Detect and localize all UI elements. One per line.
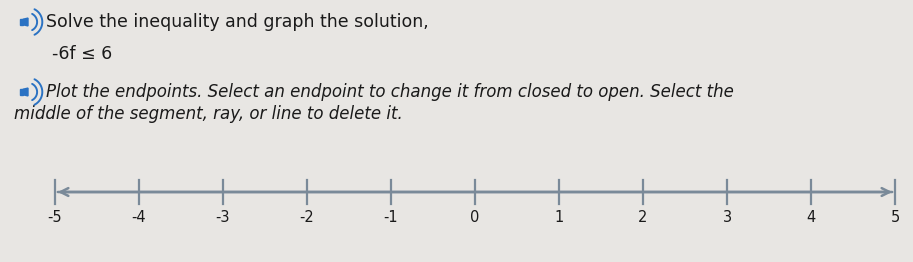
Text: middle of the segment, ray, or line to delete it.: middle of the segment, ray, or line to d… <box>14 105 403 123</box>
Text: Plot the endpoints. Select an endpoint to change it from closed to open. Select : Plot the endpoints. Select an endpoint t… <box>46 83 734 101</box>
Polygon shape <box>24 18 28 26</box>
Polygon shape <box>24 88 28 96</box>
Text: -5: -5 <box>47 210 62 225</box>
Text: -3: -3 <box>215 210 230 225</box>
Text: 4: 4 <box>806 210 815 225</box>
Text: Solve the inequality and graph the solution,: Solve the inequality and graph the solut… <box>46 13 429 31</box>
Text: 3: 3 <box>722 210 731 225</box>
Text: 5: 5 <box>890 210 899 225</box>
Text: -6f ≤ 6: -6f ≤ 6 <box>52 45 112 63</box>
Text: -4: -4 <box>131 210 146 225</box>
Text: 0: 0 <box>470 210 479 225</box>
Text: 2: 2 <box>638 210 647 225</box>
Polygon shape <box>20 19 24 25</box>
Polygon shape <box>20 89 24 95</box>
Text: 1: 1 <box>554 210 563 225</box>
Text: -2: -2 <box>299 210 314 225</box>
Text: -1: -1 <box>383 210 398 225</box>
